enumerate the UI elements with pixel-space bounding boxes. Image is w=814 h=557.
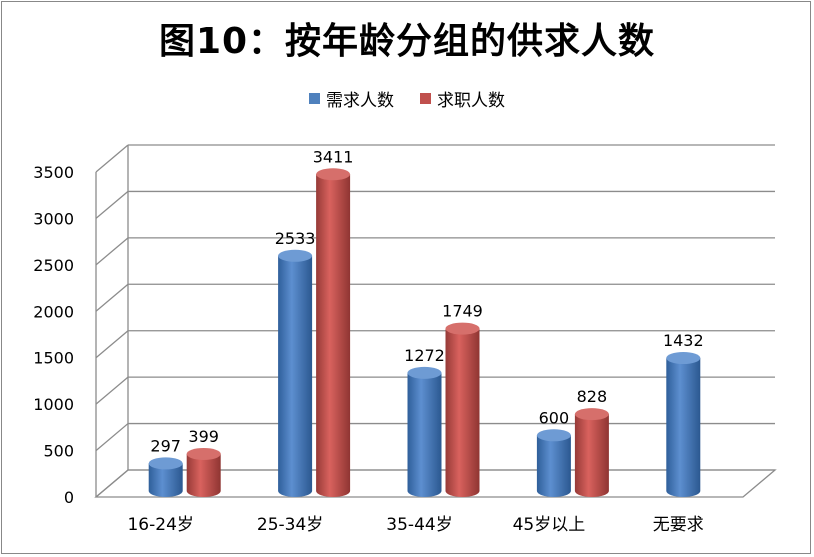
data-label: 1432 bbox=[663, 331, 704, 350]
x-tick-label: 45岁以上 bbox=[513, 515, 586, 535]
legend-swatch-applicants bbox=[420, 93, 431, 104]
bar bbox=[536, 429, 571, 497]
bar-body bbox=[148, 463, 183, 497]
bar bbox=[148, 457, 183, 497]
axis-layer: 0 500 1000 1500 2000 2500 3000 3500 16-24岁 25-34岁… bbox=[33, 145, 777, 535]
data-label: 3411 bbox=[313, 147, 354, 166]
bar-cap bbox=[536, 429, 571, 442]
data-label: 2533 bbox=[275, 229, 316, 248]
x-tick-label: 16-24岁 bbox=[127, 515, 193, 535]
y-tick-label: 1000 bbox=[33, 395, 74, 414]
bar-cap bbox=[316, 168, 351, 181]
side-gridline bbox=[95, 144, 129, 173]
bar-cap bbox=[574, 408, 609, 421]
bar bbox=[407, 366, 442, 497]
bar-body bbox=[278, 255, 313, 497]
bar-body bbox=[666, 358, 701, 497]
chart-title: 图10：按年龄分组的供求人数 bbox=[158, 21, 656, 62]
bar-cap bbox=[445, 322, 480, 335]
side-gridline bbox=[95, 330, 129, 359]
side-gridline bbox=[95, 190, 129, 219]
floor bbox=[94, 469, 777, 498]
bar-body bbox=[316, 174, 351, 497]
bar-cap bbox=[186, 447, 221, 460]
legend-item-demand: 需求人数 bbox=[309, 86, 394, 111]
y-tick-label: 0 bbox=[64, 488, 74, 507]
data-label: 399 bbox=[188, 427, 219, 446]
side-gridline bbox=[95, 423, 129, 452]
bar-body bbox=[186, 453, 221, 497]
x-tick-label: 无要求 bbox=[653, 515, 704, 535]
legend-label-demand: 需求人数 bbox=[326, 91, 394, 111]
data-label: 1272 bbox=[404, 346, 445, 365]
side-gridline bbox=[95, 283, 129, 312]
side-gridline bbox=[95, 376, 129, 405]
bar-body bbox=[574, 414, 609, 497]
y-tick-label: 2000 bbox=[33, 302, 74, 321]
side-gridline bbox=[95, 237, 129, 266]
x-tick-label: 25-34岁 bbox=[257, 515, 323, 535]
bar-cap bbox=[666, 352, 701, 365]
label-layer: 297 399 2533 3411 1272 1749 600 828 1432 bbox=[150, 147, 703, 455]
data-label: 297 bbox=[150, 436, 181, 455]
y-tick-label: 500 bbox=[43, 442, 74, 461]
bar bbox=[278, 249, 313, 497]
y-tick-label: 2500 bbox=[33, 256, 74, 275]
data-label: 828 bbox=[577, 387, 608, 406]
bar bbox=[574, 408, 609, 497]
data-label: 600 bbox=[539, 408, 570, 427]
bar bbox=[316, 168, 351, 497]
bar bbox=[666, 352, 701, 497]
bar bbox=[445, 322, 480, 497]
y-tick-label: 1500 bbox=[33, 349, 74, 368]
legend-item-applicants: 求职人数 bbox=[420, 86, 505, 111]
bar bbox=[186, 447, 221, 497]
bar-body bbox=[407, 372, 442, 497]
bar-body bbox=[445, 328, 480, 497]
bar-cap bbox=[407, 366, 442, 379]
y-tick-label: 3500 bbox=[33, 163, 74, 182]
y-tick-label: 3000 bbox=[33, 209, 74, 228]
legend-label-applicants: 求职人数 bbox=[437, 91, 505, 111]
legend-swatch-demand bbox=[309, 93, 320, 104]
data-label: 1749 bbox=[442, 302, 483, 321]
bar-layer bbox=[148, 168, 701, 497]
x-tick-label: 35-44岁 bbox=[386, 515, 452, 535]
bar-cap bbox=[148, 457, 183, 470]
legend: 需求人数 求职人数 bbox=[0, 86, 814, 111]
bar-cap bbox=[278, 249, 313, 262]
bar-body bbox=[536, 435, 571, 497]
